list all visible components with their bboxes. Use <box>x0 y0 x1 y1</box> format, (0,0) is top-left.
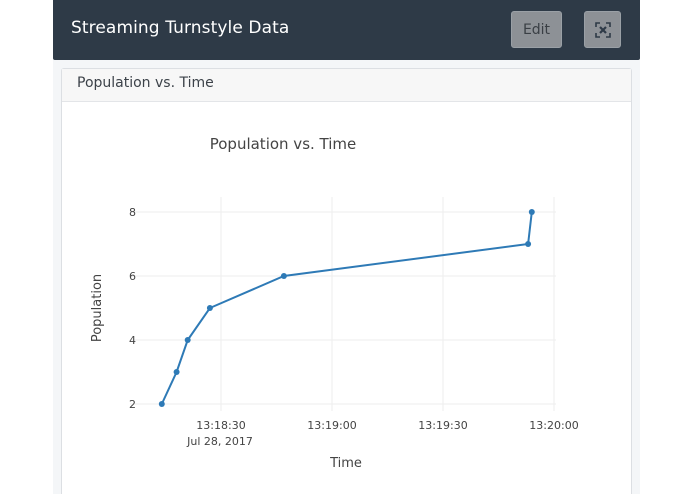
edit-button[interactable]: Edit <box>511 11 562 48</box>
data-points <box>158 209 535 407</box>
data-point[interactable] <box>173 369 180 375</box>
data-point[interactable] <box>280 273 287 279</box>
population-line <box>160 211 533 405</box>
y-tick-label: 6 <box>129 270 136 283</box>
x-tick-label: 13:19:30 <box>418 419 467 432</box>
data-point[interactable] <box>158 401 165 407</box>
widget: Streaming Turnstyle Data Edit Population… <box>53 0 640 494</box>
data-point[interactable] <box>184 337 191 343</box>
x-axis-label: Time <box>329 456 362 471</box>
grid <box>130 197 556 411</box>
panel-title: Population vs. Time <box>62 69 631 102</box>
fullscreen-button[interactable] <box>584 11 621 48</box>
line-chart: Population vs. Time 2 4 6 8 13:18:30 13:19:0… <box>90 135 579 471</box>
data-point[interactable] <box>528 209 535 215</box>
x-date-label: Jul 28, 2017 <box>186 435 253 448</box>
widget-header: Streaming Turnstyle Data Edit <box>53 0 640 60</box>
y-tick-label: 2 <box>129 398 136 411</box>
y-axis-label: Population <box>90 274 105 342</box>
chart-title: Population vs. Time <box>210 135 357 153</box>
x-axis-ticks: 13:18:30 13:19:00 13:19:30 13:20:00 <box>196 419 578 432</box>
y-tick-label: 4 <box>129 334 136 347</box>
chart-panel: Population vs. Time Population vs. Time … <box>61 68 632 494</box>
y-axis-ticks: 2 4 6 8 <box>129 206 136 411</box>
data-point[interactable] <box>525 241 532 247</box>
y-tick-label: 8 <box>129 206 136 219</box>
widget-title: Streaming Turnstyle Data <box>71 18 290 38</box>
x-tick-label: 13:20:00 <box>529 419 578 432</box>
x-tick-label: 13:18:30 <box>196 419 245 432</box>
expand-icon <box>594 21 611 38</box>
x-tick-label: 13:19:00 <box>307 419 356 432</box>
data-point[interactable] <box>206 305 213 311</box>
